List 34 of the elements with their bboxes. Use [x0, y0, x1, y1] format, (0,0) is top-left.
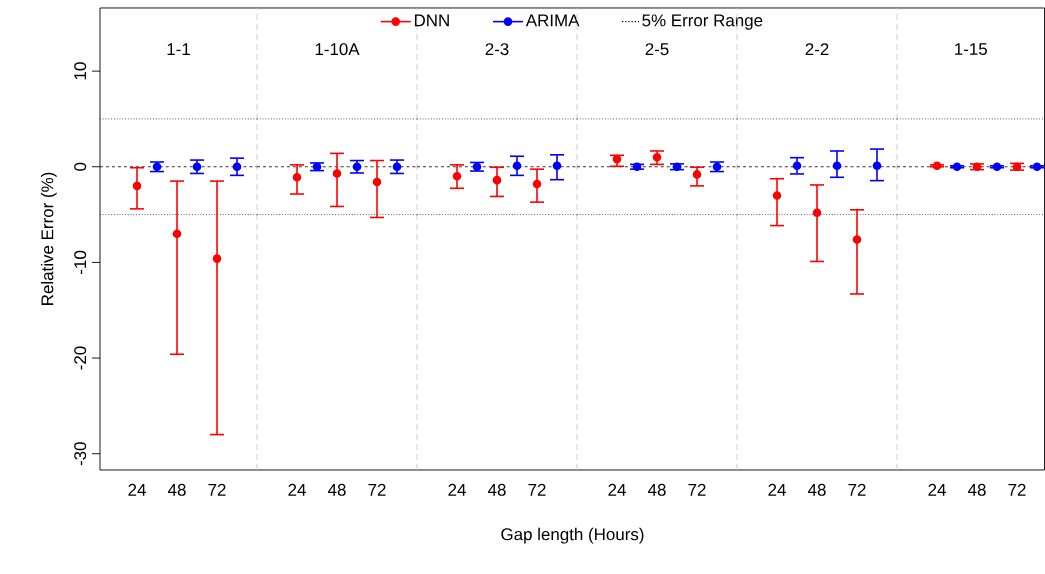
x-tick-label: 48	[967, 483, 986, 496]
x-tick-label: 72	[368, 483, 386, 496]
x-tick-label: 72	[208, 483, 226, 496]
y-axis-title: Relative Error (%)	[40, 172, 57, 305]
legend-label: ARIMA	[525, 14, 580, 27]
x-tick-label: 24	[128, 483, 146, 496]
x-tick-label: 24	[288, 483, 306, 496]
x-tick-label: 48	[487, 483, 506, 496]
text: 1-1	[167, 43, 190, 55]
x-tick-label: 24	[928, 483, 946, 496]
y-tick-label: 10	[74, 62, 87, 80]
text: 1-10A	[315, 43, 360, 56]
x-tick-label: 48	[647, 483, 666, 496]
x-axis-title: Gap length (Hours)	[501, 527, 644, 544]
x-tick-label: 24	[768, 483, 786, 496]
x-tick-label: 72	[528, 483, 546, 496]
text: 2-2	[805, 43, 829, 56]
x-tick-label: 48	[807, 483, 826, 496]
x-tick-label: 72	[688, 483, 706, 496]
y-tick-label: -20	[74, 346, 87, 370]
x-tick-label: 72	[1008, 483, 1026, 496]
legend-label: DNN	[414, 14, 449, 27]
y-tick-label: 0	[74, 162, 87, 171]
y-tick-label: -10	[74, 250, 87, 274]
x-tick-label: 48	[327, 483, 346, 496]
x-tick-label: 48	[167, 483, 186, 496]
text: 2-3	[485, 43, 509, 56]
text: 1-15	[955, 43, 987, 56]
y-tick-label: -30	[74, 442, 87, 466]
x-tick-label: 72	[848, 483, 866, 496]
x-tick-label: 24	[448, 483, 466, 496]
legend-label: 5% Error Range	[642, 14, 763, 30]
x-tick-label: 24	[608, 483, 626, 496]
text: 2-5	[645, 43, 669, 56]
